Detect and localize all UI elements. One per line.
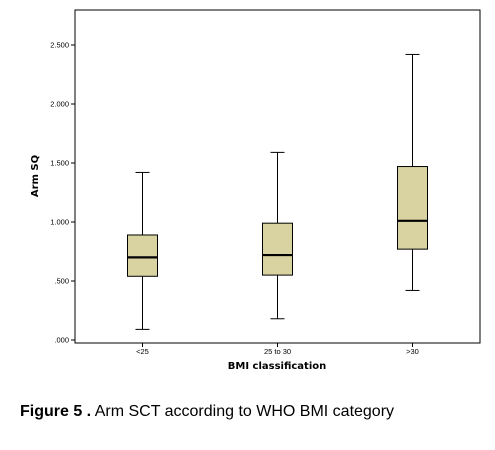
x-tick-label: 25 to 30 — [264, 347, 291, 356]
y-tick-label: 2.000 — [50, 100, 69, 109]
box-0 — [127, 171, 158, 330]
y-tick-label: 1.500 — [50, 159, 69, 168]
y-tick-label: .500 — [54, 277, 69, 286]
y-axis: .000 .500 1.000 1.500 2.000 2.500 — [50, 41, 75, 345]
figure-caption-text: Arm SCT according to WHO BMI category — [91, 403, 395, 420]
x-tick-label: >30 — [406, 347, 419, 356]
y-axis-title: Arm SQ — [30, 155, 41, 197]
box-1 — [262, 151, 293, 320]
figure-caption: Figure 5 . Arm SCT according to WHO BMI … — [20, 403, 394, 421]
iqr-box — [397, 166, 428, 250]
box-2 — [397, 53, 428, 291]
x-axis-title: BMI classification — [228, 361, 327, 372]
y-tick-label: 2.500 — [50, 41, 69, 50]
y-tick-label: 1.000 — [50, 218, 69, 227]
x-axis: <25 25 to 30 >30 — [136, 343, 419, 356]
y-tick-label: .000 — [54, 336, 69, 345]
x-tick-label: <25 — [136, 347, 149, 356]
boxes — [127, 53, 428, 330]
figure-caption-label: Figure 5 . — [20, 403, 92, 420]
iqr-box — [262, 222, 293, 276]
iqr-box — [127, 234, 158, 277]
boxplot-chart: .000 .500 1.000 1.500 2.000 2.500 <25 25 to 30… — [30, 9, 481, 372]
